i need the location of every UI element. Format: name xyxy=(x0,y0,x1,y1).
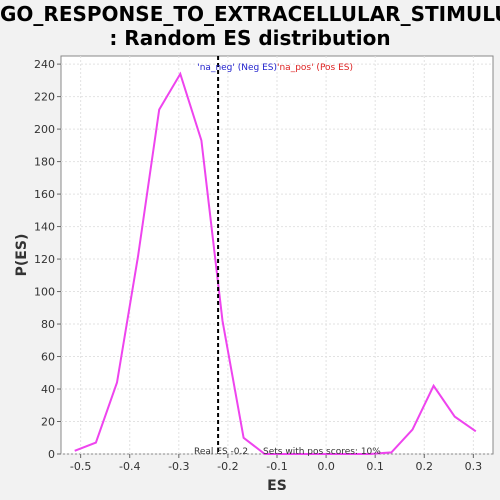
chart-title-line-1: GO_RESPONSE_TO_EXTRACELLULAR_STIMULUS xyxy=(0,2,500,26)
y-tick-label: 20 xyxy=(41,416,55,429)
pos-es-label: 'na_pos' (Pos ES) xyxy=(277,63,353,73)
x-tick-label: 0.1 xyxy=(366,460,384,473)
y-tick-label: 120 xyxy=(34,253,55,266)
y-axis-label: P(ES) xyxy=(14,234,30,277)
y-tick-label: 200 xyxy=(34,123,55,136)
neg-es-label: 'na_neg' (Neg ES) xyxy=(197,63,277,73)
x-tick-label: 0.2 xyxy=(416,460,434,473)
y-tick-label: 160 xyxy=(34,188,55,201)
y-tick-label: 220 xyxy=(34,91,55,104)
x-tick-label: -0.2 xyxy=(217,460,238,473)
y-tick-label: 0 xyxy=(48,448,55,461)
y-tick-label: 80 xyxy=(41,318,55,331)
y-tick-label: 240 xyxy=(34,58,55,71)
y-tick-label: 60 xyxy=(41,351,55,364)
x-tick-label: 0.0 xyxy=(317,460,335,473)
x-tick-label: -0.4 xyxy=(119,460,140,473)
y-tick-label: 40 xyxy=(41,383,55,396)
axis-ticks: 0 20 40 60 80 100 120 140 160 180 200 220 240 -0.5 -0.… xyxy=(34,58,482,473)
x-tick-label: -0.5 xyxy=(70,460,91,473)
x-tick-label: -0.1 xyxy=(266,460,287,473)
x-tick-label: -0.3 xyxy=(168,460,189,473)
plot-area xyxy=(60,55,494,455)
es-distribution-line xyxy=(74,71,477,455)
x-axis-label: ES xyxy=(267,478,287,494)
chart-title-line-2: : Random ES distribution xyxy=(109,26,391,50)
real-es-label: Real ES -0.2 xyxy=(194,447,248,457)
y-tick-label: 100 xyxy=(34,286,55,299)
chart-title: GO_RESPONSE_TO_EXTRACELLULAR_STIMULUS : … xyxy=(0,2,500,50)
x-tick-label: 0.3 xyxy=(465,460,483,473)
pos-scores-label: Sets with pos scores: 10% xyxy=(263,447,381,457)
y-tick-label: 180 xyxy=(34,156,55,169)
y-tick-label: 140 xyxy=(34,221,55,234)
